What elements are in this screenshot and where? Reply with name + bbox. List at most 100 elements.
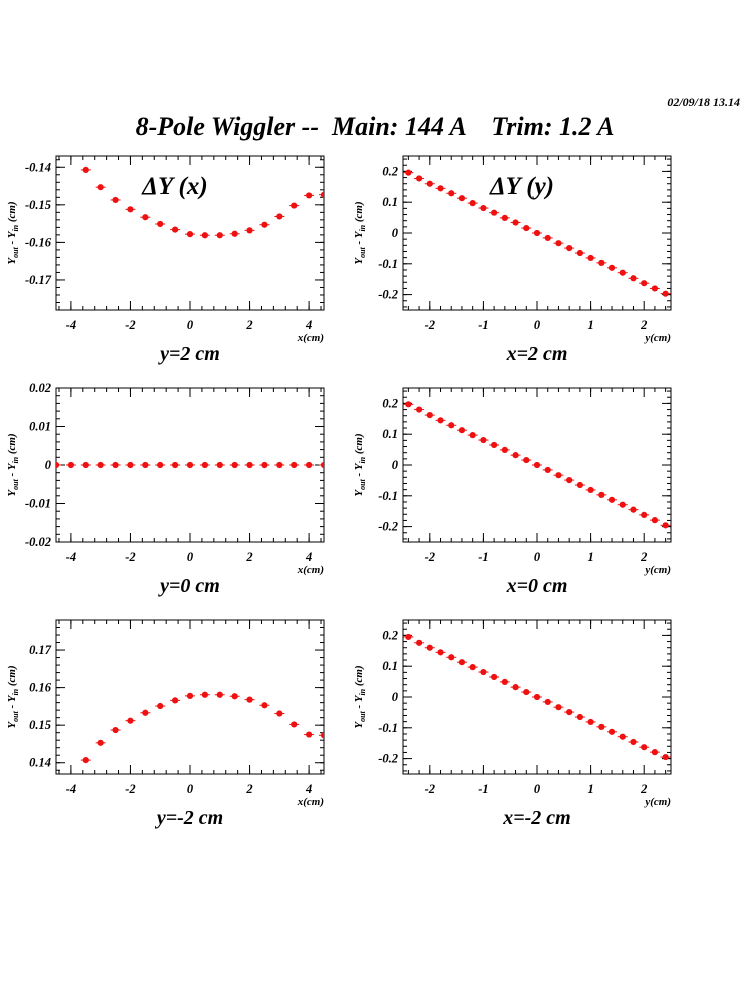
y-axis-label-sub1: out	[11, 246, 20, 257]
data-point	[127, 717, 134, 724]
y-tick-label: -0.2	[378, 752, 398, 766]
data-point	[501, 446, 508, 454]
data-point	[405, 633, 412, 641]
y-axis-label-main: Y	[353, 721, 365, 729]
data-series	[80, 166, 324, 239]
y-tick-label: 0.2	[382, 164, 398, 178]
data-point	[608, 728, 616, 735]
data-point	[641, 511, 648, 518]
data-series	[80, 691, 324, 764]
data-point	[201, 232, 208, 239]
y-tick-label: 0.16	[29, 681, 52, 695]
data-point	[216, 232, 223, 239]
y-axis-label-tail: (cm)	[6, 433, 18, 457]
x-tick-label: 2	[640, 318, 647, 332]
data-point	[291, 202, 298, 209]
data-point	[608, 496, 616, 503]
x-tick-label: 4	[305, 782, 312, 796]
data-point	[651, 285, 659, 292]
data-point	[112, 196, 119, 204]
data-point	[157, 220, 164, 228]
data-point	[231, 230, 238, 237]
data-point	[172, 461, 179, 469]
y-axis-label: Yout - Yin (cm)	[6, 433, 20, 496]
data-point	[641, 280, 648, 287]
data-point	[544, 234, 551, 242]
y-axis-label-sub1: out	[358, 246, 367, 257]
figure-title: 8-Pole Wiggler -- Main: 144 A Trim: 1.2 …	[135, 112, 615, 141]
data-point	[127, 206, 134, 213]
data-point	[598, 723, 605, 730]
x-axis-unit-label: x(cm)	[297, 332, 324, 344]
data-point	[415, 175, 423, 182]
y-axis-label-mid: - Y	[6, 694, 18, 711]
panel-6: -2 -1 0 1 2 -0.2 -0.1 0 0.1 0.2 y(cm) Yout - Yin (c…	[353, 619, 672, 829]
data-point	[437, 649, 444, 656]
x-tick-label: 2	[640, 550, 647, 564]
y-axis-label: Yout - Yin (cm)	[353, 433, 367, 496]
data-point	[630, 506, 637, 513]
data-point	[619, 269, 626, 276]
data-point	[480, 668, 487, 676]
data-series	[403, 169, 671, 297]
y-axis-label-sub1: out	[11, 710, 20, 721]
y-axis-label-sub1: out	[11, 478, 20, 489]
y-tick-label: 0.2	[382, 396, 398, 410]
data-point	[566, 476, 573, 484]
x-axis-unit-label: y(cm)	[643, 796, 671, 808]
data-point	[469, 432, 476, 439]
data-point	[320, 191, 324, 198]
data-point	[512, 452, 519, 459]
x-axis-unit-label: x(cm)	[297, 564, 324, 576]
y-axis-label-sub2: in	[358, 456, 367, 463]
panel-4: -2 -1 0 1 2 -0.2 -0.1 0 0.1 0.2 y(cm) Yout - Yin (c…	[353, 387, 672, 597]
data-point	[566, 244, 573, 252]
y-axis-label-sub2: in	[11, 224, 20, 231]
y-axis-label: Yout - Yin (cm)	[353, 201, 367, 264]
x-tick-label: -1	[478, 318, 488, 332]
y-tick-label: 0.17	[29, 643, 52, 657]
data-point	[544, 698, 551, 706]
y-axis-label-main: Y	[353, 489, 365, 497]
timestamp: 02/09/18 13.14	[667, 95, 740, 109]
y-tick-label: 0.14	[29, 756, 51, 770]
y-tick-label: -0.2	[378, 520, 398, 534]
data-point	[320, 461, 324, 469]
data-point	[426, 644, 433, 651]
y-axis-label-mid: - Y	[353, 230, 365, 247]
x-tick-label: -4	[66, 782, 76, 796]
x-tick-label: 1	[587, 782, 593, 796]
x-tick-label: -2	[125, 550, 135, 564]
data-point	[641, 744, 648, 751]
data-point	[619, 733, 626, 740]
data-point	[306, 731, 313, 738]
data-point	[598, 259, 605, 266]
data-point	[320, 732, 324, 739]
y-tick-label: 0.1	[382, 195, 398, 209]
x-axis-unit-label: y(cm)	[643, 332, 671, 344]
x-tick-label: 0	[187, 550, 194, 564]
y-tick-label: 0.15	[29, 718, 51, 732]
data-point	[426, 180, 433, 187]
data-point	[186, 461, 194, 469]
x-tick-label: 2	[245, 782, 252, 796]
data-point	[112, 726, 119, 734]
y-axis-label: Yout - Yin (cm)	[6, 665, 20, 728]
y-tick-label: 0	[392, 226, 399, 240]
data-point	[405, 169, 412, 176]
x-tick-label: 1	[587, 318, 593, 332]
x-tick-label: 0	[534, 318, 541, 332]
data-point	[306, 192, 313, 199]
data-point	[142, 461, 149, 469]
data-point	[201, 461, 208, 469]
data-point	[555, 704, 562, 711]
data-point	[82, 757, 89, 764]
data-point	[186, 692, 194, 699]
x-tick-label: -2	[125, 318, 135, 332]
x-tick-label: -2	[425, 318, 435, 332]
panel-caption: y=0 cm	[158, 575, 220, 597]
x-tick-label: -1	[478, 550, 488, 564]
panel-3: -4 -2 0 2 4 -0.02 -0.01 0 0.01 0.02 x(cm) Yout - Yi…	[6, 381, 325, 597]
panel-caption: x=-2 cm	[502, 807, 571, 829]
